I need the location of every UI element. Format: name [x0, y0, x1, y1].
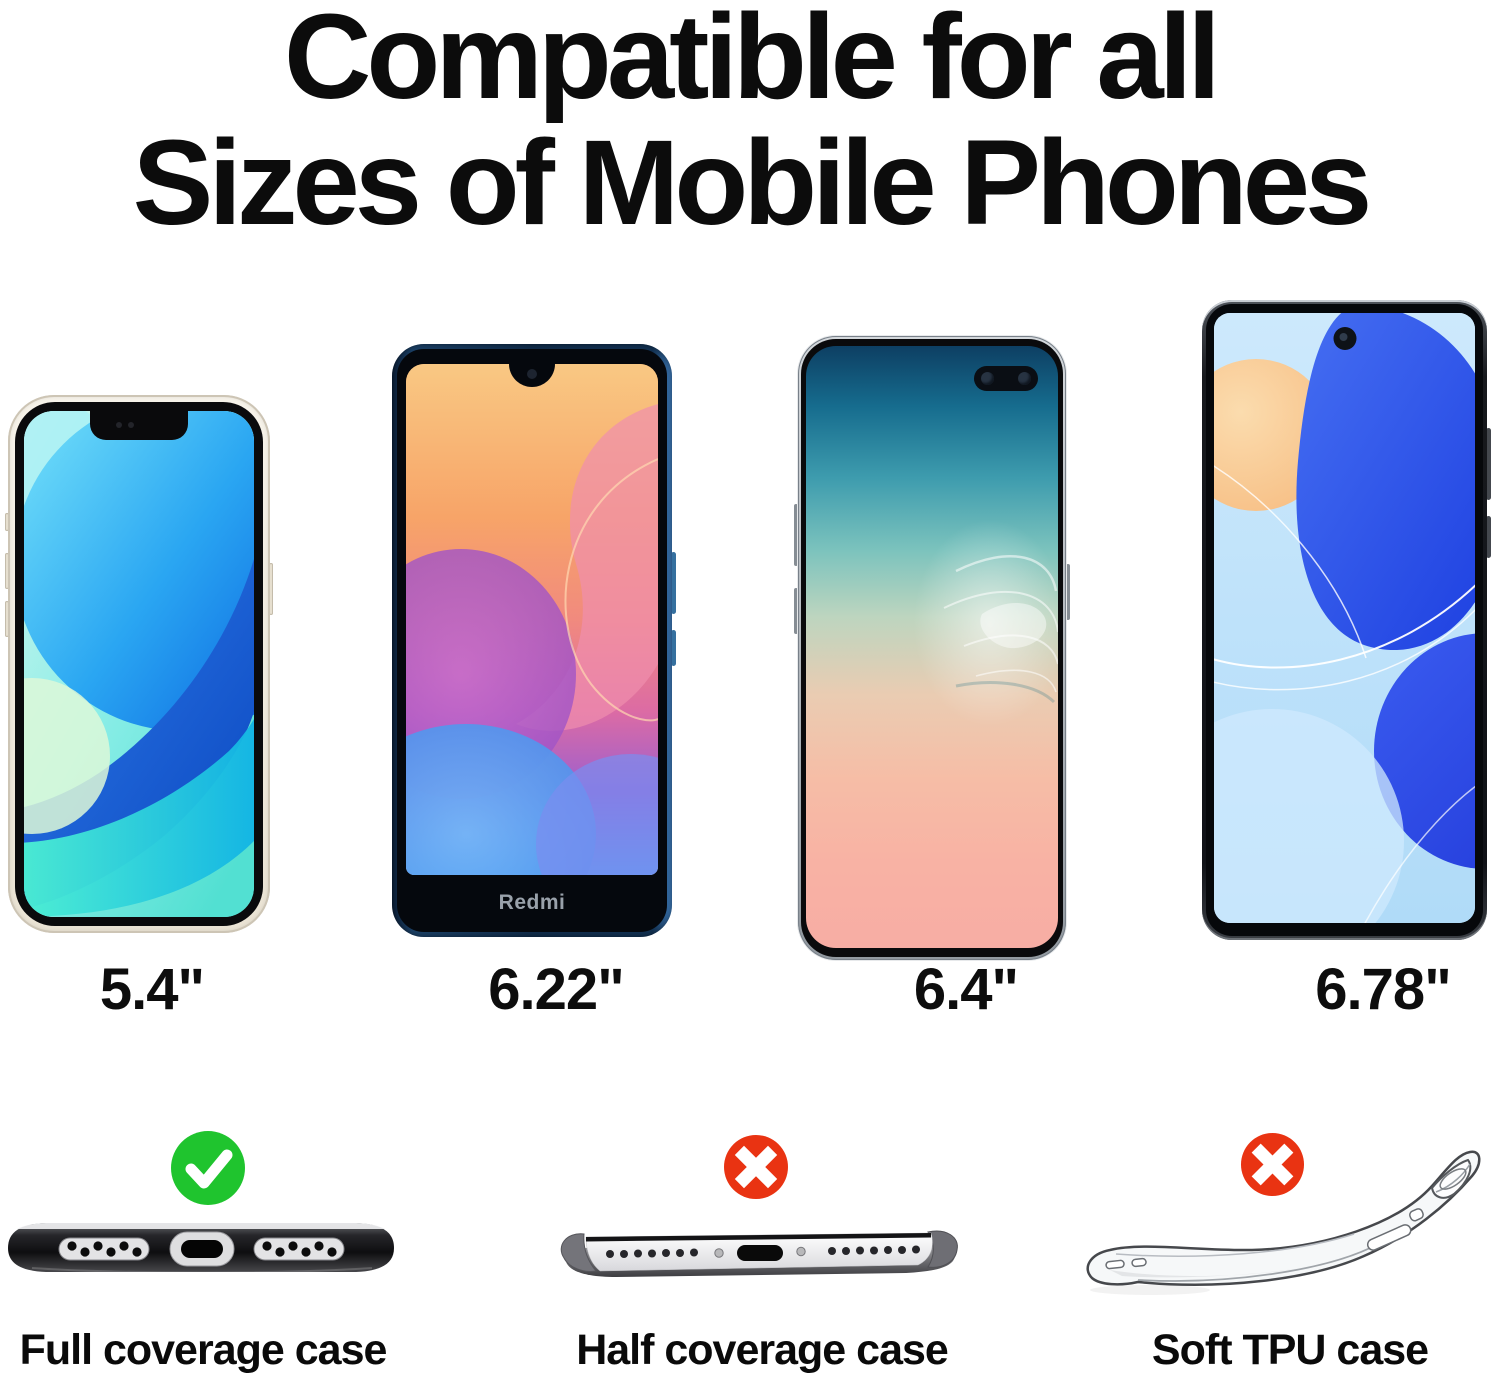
size-label: 6.22" [488, 957, 624, 1022]
phone-redmi-photo: Redmi [392, 344, 676, 937]
case-label: Half coverage case [576, 1326, 949, 1374]
waterdrop-notch [509, 364, 555, 387]
volume-button [671, 552, 676, 614]
phone-screen [806, 346, 1058, 948]
iphone-notch [90, 411, 188, 440]
volume-button [5, 601, 9, 637]
size-label: 6.78" [1315, 957, 1451, 1022]
phone-iphone-photo [5, 395, 273, 933]
power-button [671, 630, 676, 666]
phone-galaxy-photo [794, 336, 1070, 960]
wallpaper [1214, 313, 1475, 923]
phone-screen [24, 411, 254, 917]
volume-button [5, 553, 9, 589]
page-title: Compatible for all Sizes of Mobile Phone… [0, 0, 1500, 246]
power-button [1066, 564, 1070, 620]
volume-button [794, 504, 798, 566]
title-line-1: Compatible for all [284, 0, 1221, 124]
wallpaper [24, 411, 254, 917]
check-icon [170, 1130, 246, 1206]
bixby-button [794, 588, 798, 634]
cross-icon [723, 1134, 789, 1200]
volume-button [1486, 428, 1491, 500]
dual-punch-hole-camera [974, 366, 1038, 391]
size-label: 5.4" [99, 957, 205, 1022]
size-label: 6.4" [913, 957, 1019, 1022]
soft-tpu-case-photo [1080, 1138, 1500, 1303]
half-coverage-case-photo [556, 1220, 964, 1284]
wallpaper [406, 364, 658, 875]
phone-screen [406, 364, 658, 875]
phone-screen [1214, 313, 1475, 923]
punch-hole-camera [1333, 327, 1356, 350]
brand-label: Redmi [498, 891, 566, 914]
mute-switch [5, 513, 9, 531]
power-button [269, 563, 273, 615]
phone-nova-photo [1202, 300, 1491, 940]
power-button [1486, 516, 1491, 558]
case-label: Full coverage case [19, 1326, 388, 1374]
cross-icon [1240, 1132, 1305, 1197]
case-label: Soft TPU case [1151, 1326, 1429, 1374]
title-line-2: Sizes of Mobile Phones [132, 113, 1373, 250]
full-coverage-case-photo [2, 1216, 400, 1280]
wallpaper-ripple [943, 555, 1058, 704]
